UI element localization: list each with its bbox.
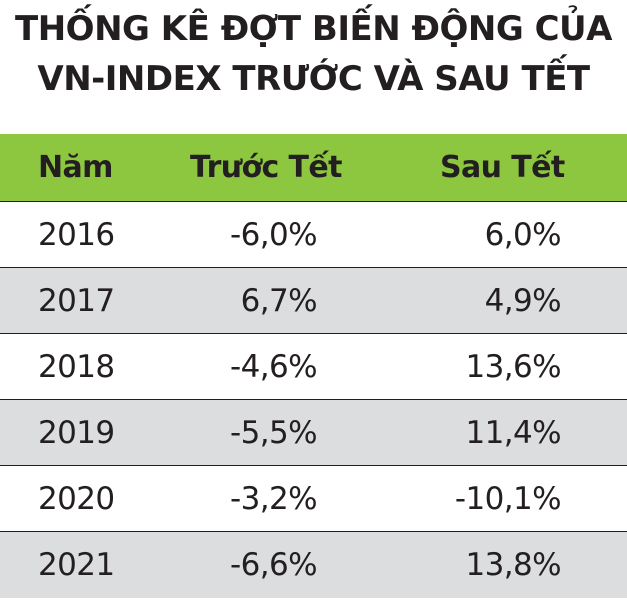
header-cell-year: Năm [38, 150, 113, 185]
table-row: 2021 -6,6% 13,8% [0, 532, 627, 598]
before-tet-cell: -4,6% [230, 348, 318, 385]
table-row: 2017 6,7% 4,9% [0, 268, 627, 334]
year-cell: 2016 [38, 216, 115, 253]
before-tet-cell: -3,2% [230, 480, 318, 517]
table-header-row: Năm Trước Tết Sau Tết [0, 134, 627, 202]
after-tet-cell: 13,6% [465, 348, 562, 385]
before-tet-cell: -6,6% [230, 547, 318, 583]
year-cell: 2019 [38, 414, 115, 451]
before-tet-cell: -6,0% [230, 216, 318, 253]
before-tet-cell: 6,7% [240, 282, 318, 319]
title-line-2: VN-INDEX TRƯỚC VÀ SAU TẾT [37, 59, 590, 99]
header-cell-after-tet: Sau Tết [440, 150, 565, 185]
after-tet-cell: 13,8% [465, 547, 562, 583]
after-tet-cell: 6,0% [484, 216, 562, 253]
year-cell: 2020 [38, 480, 115, 517]
after-tet-cell: 11,4% [465, 414, 562, 451]
before-tet-cell: -5,5% [230, 414, 318, 451]
header-cell-before-tet: Trước Tết [190, 150, 343, 185]
stats-table: Năm Trước Tết Sau Tết 2016 -6,0% 6,0% 20… [0, 134, 627, 598]
after-tet-cell: -10,1% [454, 480, 562, 517]
table-row: 2019 -5,5% 11,4% [0, 400, 627, 466]
table-title: THỐNG KÊ ĐỢT BIẾN ĐỘNG CỦA VN-INDEX TRƯỚ… [0, 4, 627, 104]
title-line-1: THỐNG KÊ ĐỢT BIẾN ĐỘNG CỦA [15, 9, 612, 49]
year-cell: 2017 [38, 282, 115, 319]
after-tet-cell: 4,9% [484, 282, 562, 319]
table-row: 2016 -6,0% 6,0% [0, 202, 627, 268]
year-cell: 2018 [38, 348, 115, 385]
table-row: 2018 -4,6% 13,6% [0, 334, 627, 400]
year-cell: 2021 [38, 547, 115, 583]
table-row: 2020 -3,2% -10,1% [0, 466, 627, 532]
